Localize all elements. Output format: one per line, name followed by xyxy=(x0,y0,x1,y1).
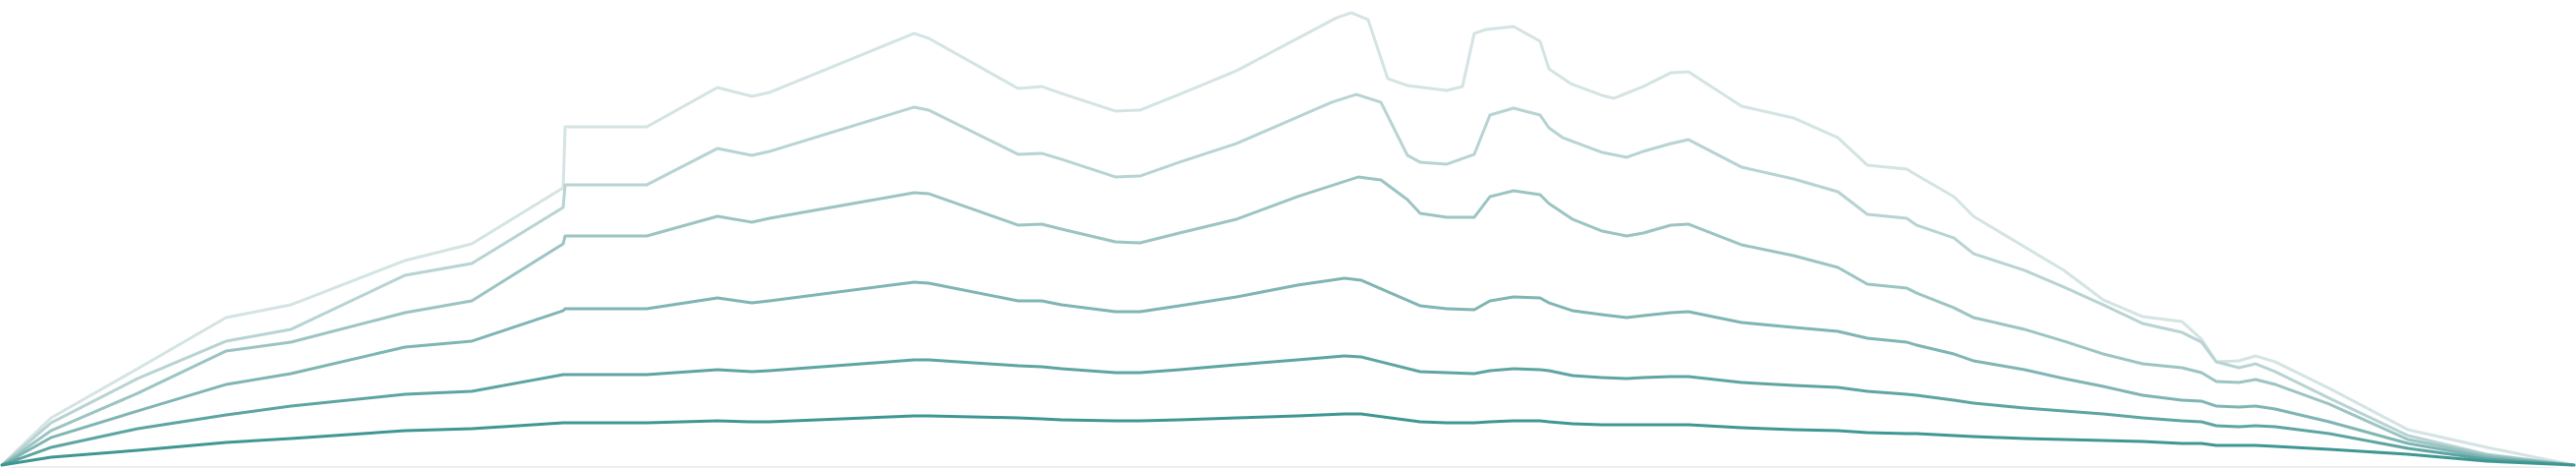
ridge-halo-2 xyxy=(0,90,2576,469)
ridge-line-5 xyxy=(0,354,2576,467)
ridge-line-3 xyxy=(0,175,2576,467)
ridge-lines xyxy=(0,11,2576,467)
ridge-line-1 xyxy=(0,11,2576,467)
ridge-line-4 xyxy=(0,276,2576,467)
ridge-line-2 xyxy=(0,92,2576,467)
ridge-line-6 xyxy=(0,412,2576,467)
